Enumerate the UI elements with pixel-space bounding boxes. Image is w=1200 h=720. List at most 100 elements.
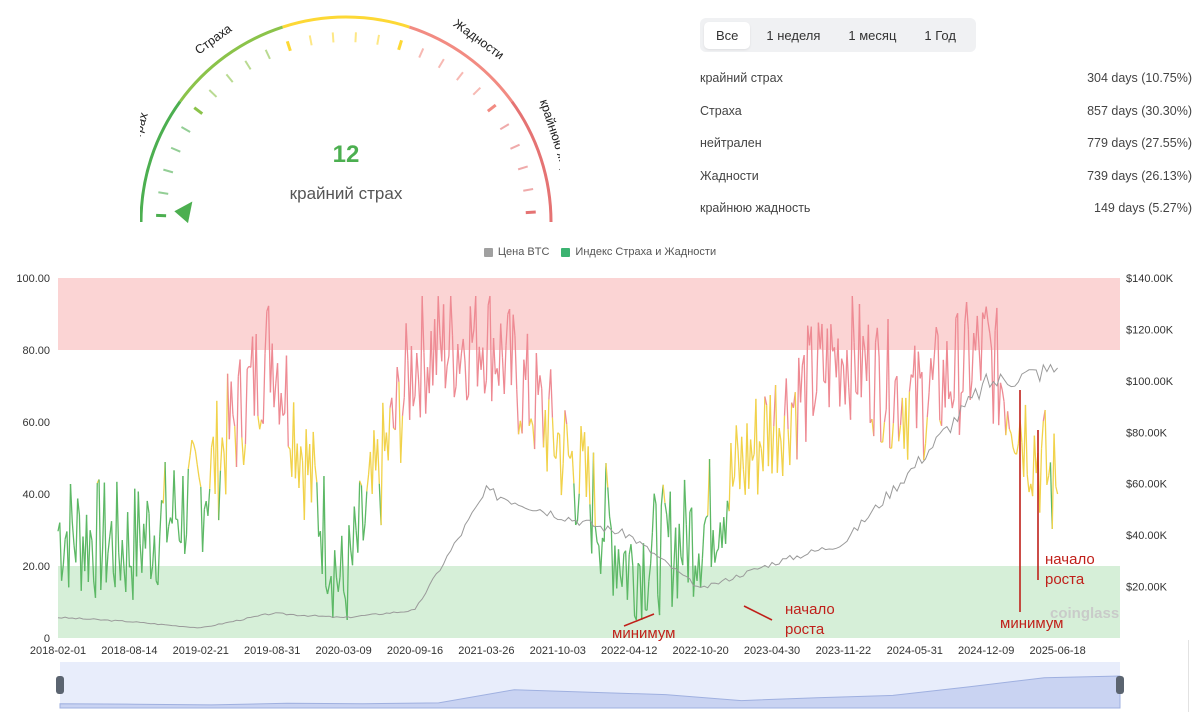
fear-greed-segment [960,391,964,394]
btc-price-line [57,363,1058,629]
fear-greed-segment [419,295,423,418]
fear-greed-segment [735,425,739,452]
fear-greed-segment [221,437,225,453]
tab-1-month[interactable]: 1 месяц [848,27,897,43]
annotation-arrow [743,605,773,621]
fear-greed-segment [126,512,131,568]
fear-greed-segment [873,342,877,437]
x-tick-label: 2023-11-22 [816,645,871,657]
stat-value: 857 days (30.30%) [1087,103,1192,118]
fear-greed-segment [537,375,541,395]
fear-greed-segment [632,565,636,617]
fear-greed-segment [225,373,229,495]
fear-greed-segment [218,470,222,521]
fear-greed-segment [482,347,486,394]
fear-greed-segment [883,408,887,423]
fear-greed-segment [184,534,188,554]
fear-greed-segment [68,484,72,588]
fear-greed-segment [687,511,691,583]
fear-greed-segment [119,540,123,581]
fear-greed-segment [992,330,996,424]
gauge-tick [285,40,292,52]
fear-greed-segment [387,407,391,461]
fear-greed-segment [1008,428,1012,434]
fear-greed-segment [1033,435,1037,474]
y-tick-label-left: 100.00 [16,273,50,285]
fear-greed-segment [425,367,429,414]
gauge-tick [264,49,271,60]
fear-greed-segment [148,513,152,579]
x-tick-label: 2019-08-31 [244,645,300,657]
fear-greed-segment [566,424,570,456]
fear-greed-segment [453,386,457,398]
gauge-tick [193,106,204,115]
fear-greed-segment [655,503,659,595]
fear-greed-segment [416,352,420,380]
fear-greed-segment [1046,475,1050,486]
stat-row: крайнюю жадность 149 days (5.27%) [700,192,1192,225]
fear-greed-segment [442,304,446,389]
gauge-segment-3 [408,25,514,103]
fear-greed-segment [300,446,304,462]
fear-greed-segment [201,509,206,552]
fear-greed-segment [153,535,157,581]
fear-greed-segment [607,487,611,517]
tab-all[interactable]: Все [704,21,751,49]
fear-greed-segment [91,540,95,581]
navigator-handle-left[interactable] [56,676,64,694]
fear-greed-segment [414,352,418,397]
fear-greed-segment [557,432,561,435]
fear-greed-segment [373,430,377,471]
fear-greed-segment [699,558,704,588]
fear-greed-segment [928,358,932,393]
fear-greed-segment [1010,433,1014,448]
tab-1-year[interactable]: 1 Год [924,27,956,43]
fear-greed-segment [232,414,236,427]
fear-greed-segment [573,483,577,526]
fear-greed-segment [551,417,555,457]
fear-greed-segment [85,514,89,582]
fear-greed-segment [683,479,687,525]
fear-greed-segment [391,397,395,429]
x-tick-label: 2021-03-26 [458,645,514,657]
y-tick-label-right: $40.00K [1126,530,1168,542]
fear-greed-segment [189,439,193,456]
fear-greed-segment [671,568,675,607]
fear-greed-segment [348,525,352,551]
fear-greed-segment [701,525,705,559]
fear-greed-segment [364,491,368,524]
legend-item-fear-greed-index[interactable]: Индекс Страха и Жадности [561,246,716,258]
fear-greed-segment [535,353,539,395]
fear-greed-segment [626,554,630,600]
fear-greed-segment [837,338,841,407]
fear-greed-segment [746,423,750,489]
x-tick-label: 2018-02-01 [30,645,86,657]
fear-greed-segment [464,361,468,401]
fear-greed-segment [89,530,93,541]
gauge-tick [376,34,380,45]
fear-greed-segment [235,376,239,467]
range-navigator[interactable] [0,662,1200,714]
legend-item-btc-price[interactable]: Цена BTC [483,246,549,258]
fear-greed-segment [564,410,568,425]
fear-greed-segment [980,312,984,381]
fear-greed-segment [998,382,1002,426]
fear-greed-segment [503,345,507,395]
navigator-handle-right[interactable] [1116,676,1124,694]
fear-greed-segment [450,295,454,336]
fear-greed-segment [851,295,855,343]
fear-greed-segment [617,549,621,576]
gauge-tick [308,35,313,46]
fear-greed-segment [774,385,779,473]
fear-greed-segment [550,369,554,418]
series-fear-greed [57,295,1059,621]
fear-greed-segment [255,333,259,416]
fear-greed-segment [398,381,402,463]
fear-greed-segment [146,500,150,514]
tab-1-week[interactable]: 1 неделя [766,27,821,43]
legend-label: Индекс Страха и Жадности [575,246,717,258]
stat-label: крайнюю жадность [700,201,811,216]
fear-greed-segment [844,350,848,405]
fear-greed-segment [526,333,530,426]
fear-greed-segment [926,392,930,418]
